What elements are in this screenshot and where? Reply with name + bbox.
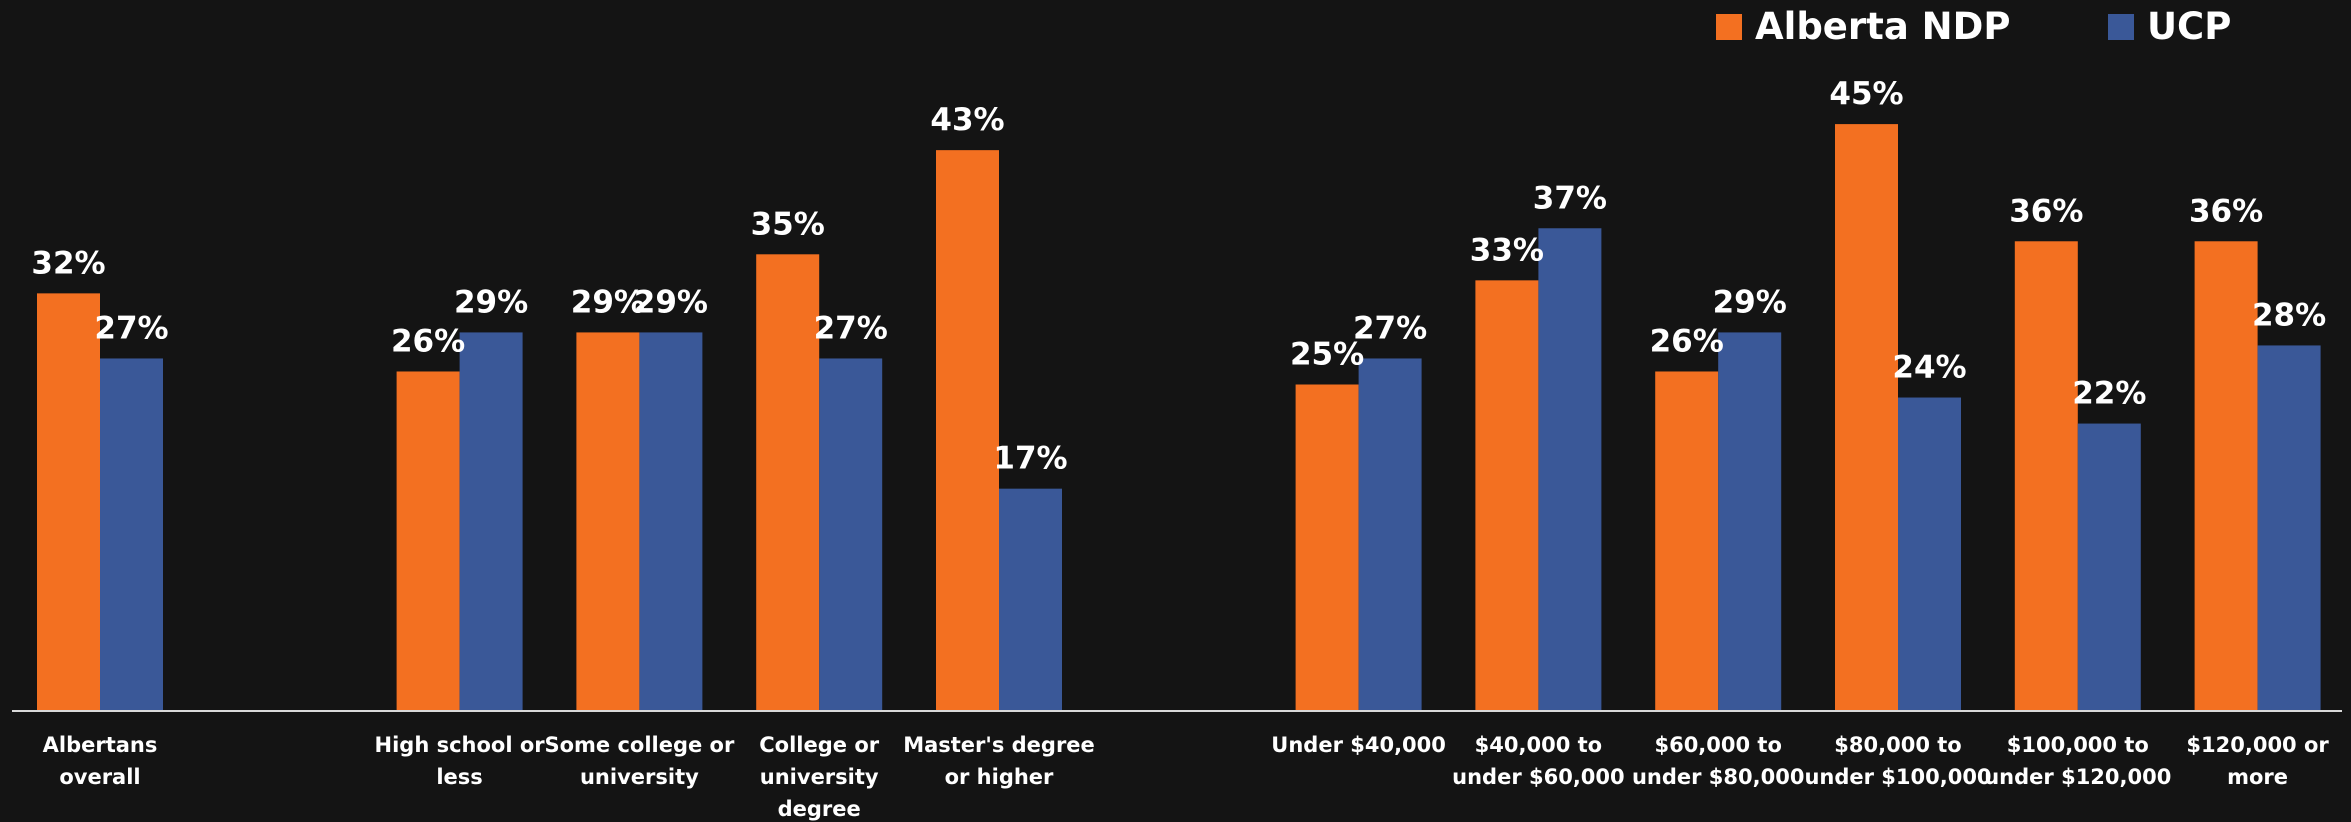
category-label-5: Master's degree or higher <box>903 733 1095 789</box>
value-label-ucp-5: 17% <box>993 441 1067 477</box>
bar-ndp-7 <box>1295 384 1359 710</box>
bar-ndp-9 <box>1655 371 1719 710</box>
value-labels-group: 32%27% 26%29% 29%29%35%27%43%17%25%27%33%3… <box>31 76 2326 477</box>
category-label-7: Under $40,000 <box>1271 733 1446 757</box>
bar-ndp-5 <box>936 150 999 710</box>
value-label-ndp-10: 45% <box>1829 76 1903 112</box>
value-label-ndp-5: 43% <box>930 102 1004 138</box>
bar-ucp-12 <box>2257 345 2321 710</box>
legend-label-ndp: Alberta NDP <box>1755 5 2010 48</box>
value-label-ndp-12: 36% <box>2189 193 2263 229</box>
bar-ndp-2 <box>396 371 460 710</box>
bar-ndp-12 <box>2194 241 2258 710</box>
bar-ucp-11 <box>2077 423 2141 710</box>
bar-ucp-2 <box>459 332 523 710</box>
bar-ucp-5 <box>999 488 1062 710</box>
value-label-ucp-2: 29% <box>454 284 528 320</box>
bars-group <box>37 124 2321 711</box>
bar-ucp-7 <box>1358 358 1422 710</box>
category-label-10: $80,000 to under $100,000 <box>1804 733 1991 789</box>
value-label-ndp-4: 35% <box>751 206 825 242</box>
value-label-ndp-0: 32% <box>31 245 105 281</box>
bar-ucp-3 <box>639 332 703 710</box>
bar-ndp-4 <box>756 254 820 711</box>
value-label-ndp-11: 36% <box>2009 193 2083 229</box>
value-label-ucp-0: 27% <box>94 310 168 346</box>
category-label-9: $60,000 to under $80,000 <box>1632 733 1805 789</box>
bar-ucp-8 <box>1538 228 1602 710</box>
category-label-8: $40,000 to under $60,000 <box>1452 733 1625 789</box>
value-label-ucp-10: 24% <box>1892 350 1966 386</box>
legend-swatch-ndp <box>1716 14 1742 40</box>
legend: Alberta NDP UCP <box>1716 5 2231 48</box>
value-label-ucp-9: 29% <box>1713 284 1787 320</box>
value-label-ucp-4: 27% <box>814 310 888 346</box>
bar-ndp-8 <box>1475 280 1539 710</box>
value-label-ndp-7: 25% <box>1290 337 1364 373</box>
value-label-ucp-8: 37% <box>1533 180 1607 216</box>
value-label-ndp-9: 26% <box>1650 323 1724 359</box>
value-label-ucp-12: 28% <box>2252 297 2326 333</box>
bar-ucp-10 <box>1898 397 1961 710</box>
category-label-0: Albertans overall <box>43 733 158 789</box>
legend-swatch-ucp <box>2108 14 2134 40</box>
value-label-ucp-7: 27% <box>1353 310 1427 346</box>
category-label-11: $100,000 to under $120,000 <box>1984 733 2171 789</box>
value-label-ucp-3: 29% <box>634 284 708 320</box>
value-label-ndp-2: 26% <box>391 323 465 359</box>
value-label-ucp-11: 22% <box>2072 376 2146 412</box>
bar-ucp-9 <box>1718 332 1782 710</box>
value-label-ndp-3: 29% <box>571 284 645 320</box>
category-label-12: $120,000 or more <box>2186 733 2329 789</box>
category-label-2: High school or less <box>375 733 546 789</box>
bar-ndp-3 <box>576 332 640 710</box>
bar-ndp-0 <box>37 293 100 710</box>
legend-label-ucp: UCP <box>2147 5 2231 48</box>
bar-ucp-4 <box>819 358 883 710</box>
category-label-3: Some college or university <box>544 733 735 789</box>
bar-ndp-10 <box>1835 124 1898 711</box>
bar-ndp-11 <box>2014 241 2078 710</box>
bar-ucp-0 <box>100 358 163 710</box>
category-label-4: College or university degree <box>759 733 879 821</box>
value-label-ndp-8: 33% <box>1470 232 1544 268</box>
